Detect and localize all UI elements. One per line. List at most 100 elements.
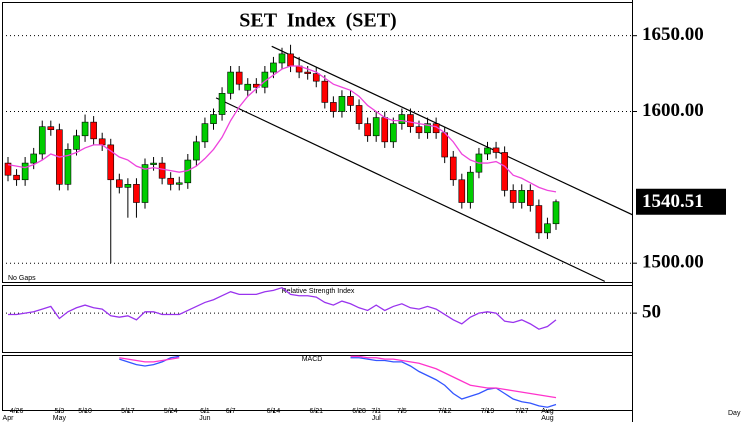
candle-body [218,93,226,115]
candle-body [467,171,474,203]
candle-body [312,73,320,82]
candle-body [372,117,380,137]
candle-body [30,153,37,164]
x-tick-label: 6/1 [200,408,210,415]
x-tick-label: 5/10 [78,408,92,415]
candle-body [193,141,200,161]
candle-body [38,126,46,155]
moving-average [7,65,557,193]
month-label: Aug [541,415,554,422]
candle-body [321,80,329,103]
candle-body [501,152,508,191]
month-label: May [53,415,67,422]
candle-body [535,205,543,234]
panel-frames [2,0,633,422]
candle-body [527,190,534,206]
candle-body [81,121,89,137]
candle-body [116,179,123,188]
candle-body [484,147,491,155]
x-tick-label: 6/7 [226,408,236,415]
candle-body [90,121,97,140]
month-label: Jun [199,415,210,422]
x-tick-label: 7/12 [438,408,452,415]
candle-body [381,117,389,143]
trendline [215,97,606,282]
plot-area [119,355,557,408]
month-label: Apr [3,415,15,422]
rsi-title: Relative Strength Index [282,288,355,295]
x-tick-label: 6/21 [309,408,323,415]
candle-body [4,162,12,176]
candle-body [244,83,252,91]
y-tick-label: 1600.00 [642,100,704,121]
candle-body [13,174,20,181]
indicator-line [119,355,557,408]
candle-body [407,114,414,127]
candle-body [158,162,166,179]
x-tick-label: 7/27 [515,408,529,415]
x-tick-label: 7/5 [397,408,407,415]
candle-body [544,223,551,234]
candle-body [235,71,243,85]
candle-body [330,102,337,112]
x-tick-label: 7/19 [481,408,495,415]
candle-body [518,190,526,203]
candle-body [201,123,209,143]
x-tick-label: 5/17 [121,408,135,415]
candle-body [141,164,149,203]
candle-body [364,123,371,137]
month-label: Jul [372,415,381,422]
candle-body [227,71,234,94]
candle-body [210,114,217,124]
candle-body [338,96,346,112]
x-tick-label: 6/14 [267,408,281,415]
plot-area [2,35,632,282]
x-tick-label: 4/26 [10,408,24,415]
candle-body [449,156,457,181]
candle-body [133,184,140,203]
x-tick-label: 7/1 [371,408,381,415]
candle-body [492,147,500,153]
trendline [271,45,632,216]
y-tick-label: 1500.00 [642,252,704,273]
macd-title: MACD [302,356,323,363]
last-price-box [636,188,726,215]
candle-body [175,182,183,185]
candle-body [347,96,354,106]
candle-body [398,114,406,124]
candle-body [73,135,80,150]
candle-body [424,123,431,134]
x-tick-label: 5/3 [55,408,65,415]
x-tick-label: 6/28 [352,408,366,415]
candle-body [47,126,55,131]
candle-body [355,105,363,124]
candle-body [64,149,72,185]
indicator-line [8,286,557,330]
candle-body [107,144,115,181]
candle-body [287,53,294,67]
candle-body [509,190,517,203]
y-tick-label: 1650.00 [642,24,704,45]
candle-body [441,132,448,158]
candle-body [458,179,466,203]
candle-body [390,123,397,143]
last-price-label: 1540.51 [642,191,704,212]
candle-body [415,126,423,134]
chart-title: SET Index (SET) [239,10,396,32]
x-axis-label: Day [728,410,741,417]
plot-area [2,286,632,330]
x-tick-label: Aug [541,408,554,415]
candle-body [21,162,29,181]
annotation: No Gaps [8,275,36,282]
candle-body [552,201,560,225]
candle-body [270,62,277,73]
candle-body [304,71,311,74]
candle-body [150,162,157,165]
x-tick-label: 5/24 [164,408,178,415]
indicator-line [119,355,557,399]
candle-body [98,138,106,146]
candle-body [167,177,174,185]
candle-body [278,53,286,64]
y-tick-label: 50 [642,301,661,322]
